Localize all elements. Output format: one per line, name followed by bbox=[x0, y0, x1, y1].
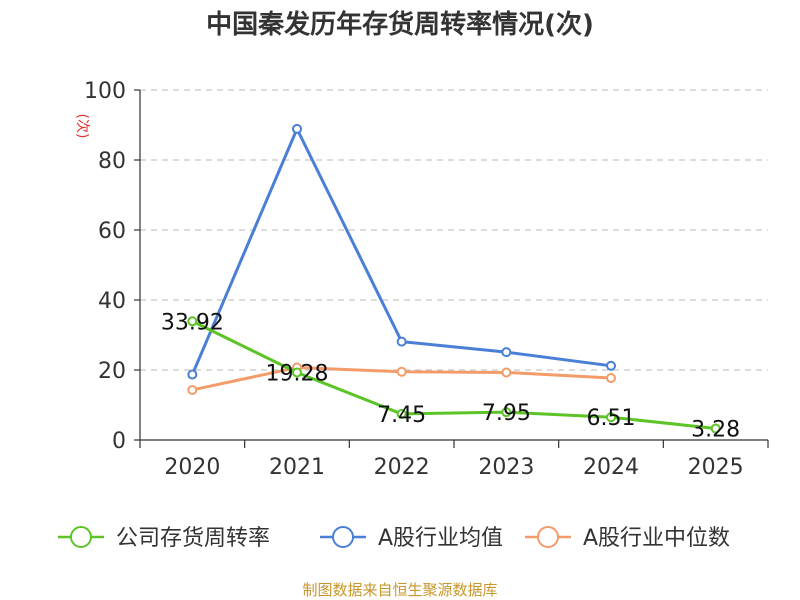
y-tick-label: 40 bbox=[98, 289, 126, 314]
y-tick-label: 60 bbox=[98, 219, 126, 244]
source-note: 制图数据来自恒生聚源数据库 bbox=[302, 581, 497, 599]
legend-marker bbox=[332, 526, 354, 548]
y-tick-label: 100 bbox=[84, 79, 126, 104]
legend-label: A股行业中位数 bbox=[583, 526, 730, 551]
series-line bbox=[191, 319, 716, 431]
x-tick-label: 2024 bbox=[583, 455, 639, 480]
x-tick-label: 2022 bbox=[374, 455, 430, 480]
data-point bbox=[606, 412, 616, 423]
data-point bbox=[501, 367, 512, 378]
series-layer bbox=[187, 123, 721, 434]
data-point bbox=[187, 369, 198, 380]
x-tick-label: 2021 bbox=[269, 455, 325, 480]
legend: 公司存货周转率 A股行业均值 A股行业中位数 bbox=[58, 526, 730, 551]
data-label: 33.92 bbox=[161, 310, 224, 335]
axes: 0 20 40 60 80 100 2020 2021 2022 2023 2024 2025 bbox=[84, 79, 769, 480]
data-point bbox=[396, 336, 407, 347]
data-point bbox=[292, 123, 302, 134]
data-point bbox=[606, 373, 616, 384]
data-label: 19.28 bbox=[266, 362, 329, 387]
chart-title: 中国秦发历年存货周转率情况(次) bbox=[206, 9, 594, 40]
data-point bbox=[292, 367, 302, 378]
data-point bbox=[396, 366, 407, 377]
legend-marker bbox=[537, 526, 559, 548]
x-tick-label: 2020 bbox=[164, 455, 220, 480]
y-tick-label: 20 bbox=[98, 359, 126, 384]
data-point bbox=[710, 423, 721, 434]
legend-marker bbox=[70, 526, 92, 548]
legend-label: 公司存货周转率 bbox=[116, 526, 270, 551]
y-tick-label: 80 bbox=[98, 149, 126, 174]
data-label: 3.28 bbox=[691, 418, 740, 443]
data-label: 6.51 bbox=[587, 406, 636, 431]
data-label: 7.95 bbox=[482, 401, 531, 426]
x-tick-label: 2023 bbox=[478, 455, 534, 480]
x-tick-label: 2025 bbox=[688, 455, 744, 480]
y-axis-label: (次) bbox=[74, 114, 90, 139]
data-point bbox=[187, 384, 198, 395]
data-point bbox=[501, 407, 512, 418]
data-label: 7.45 bbox=[377, 403, 426, 428]
legend-label: A股行业均值 bbox=[378, 526, 503, 551]
data-point bbox=[501, 347, 512, 358]
grid-lines bbox=[140, 89, 768, 371]
data-point bbox=[606, 360, 616, 371]
y-tick-label: 0 bbox=[112, 429, 126, 454]
data-point bbox=[187, 316, 198, 327]
data-labels: 33.92 19.28 7.45 7.95 6.51 3.28 bbox=[161, 310, 740, 442]
data-point bbox=[396, 408, 407, 419]
